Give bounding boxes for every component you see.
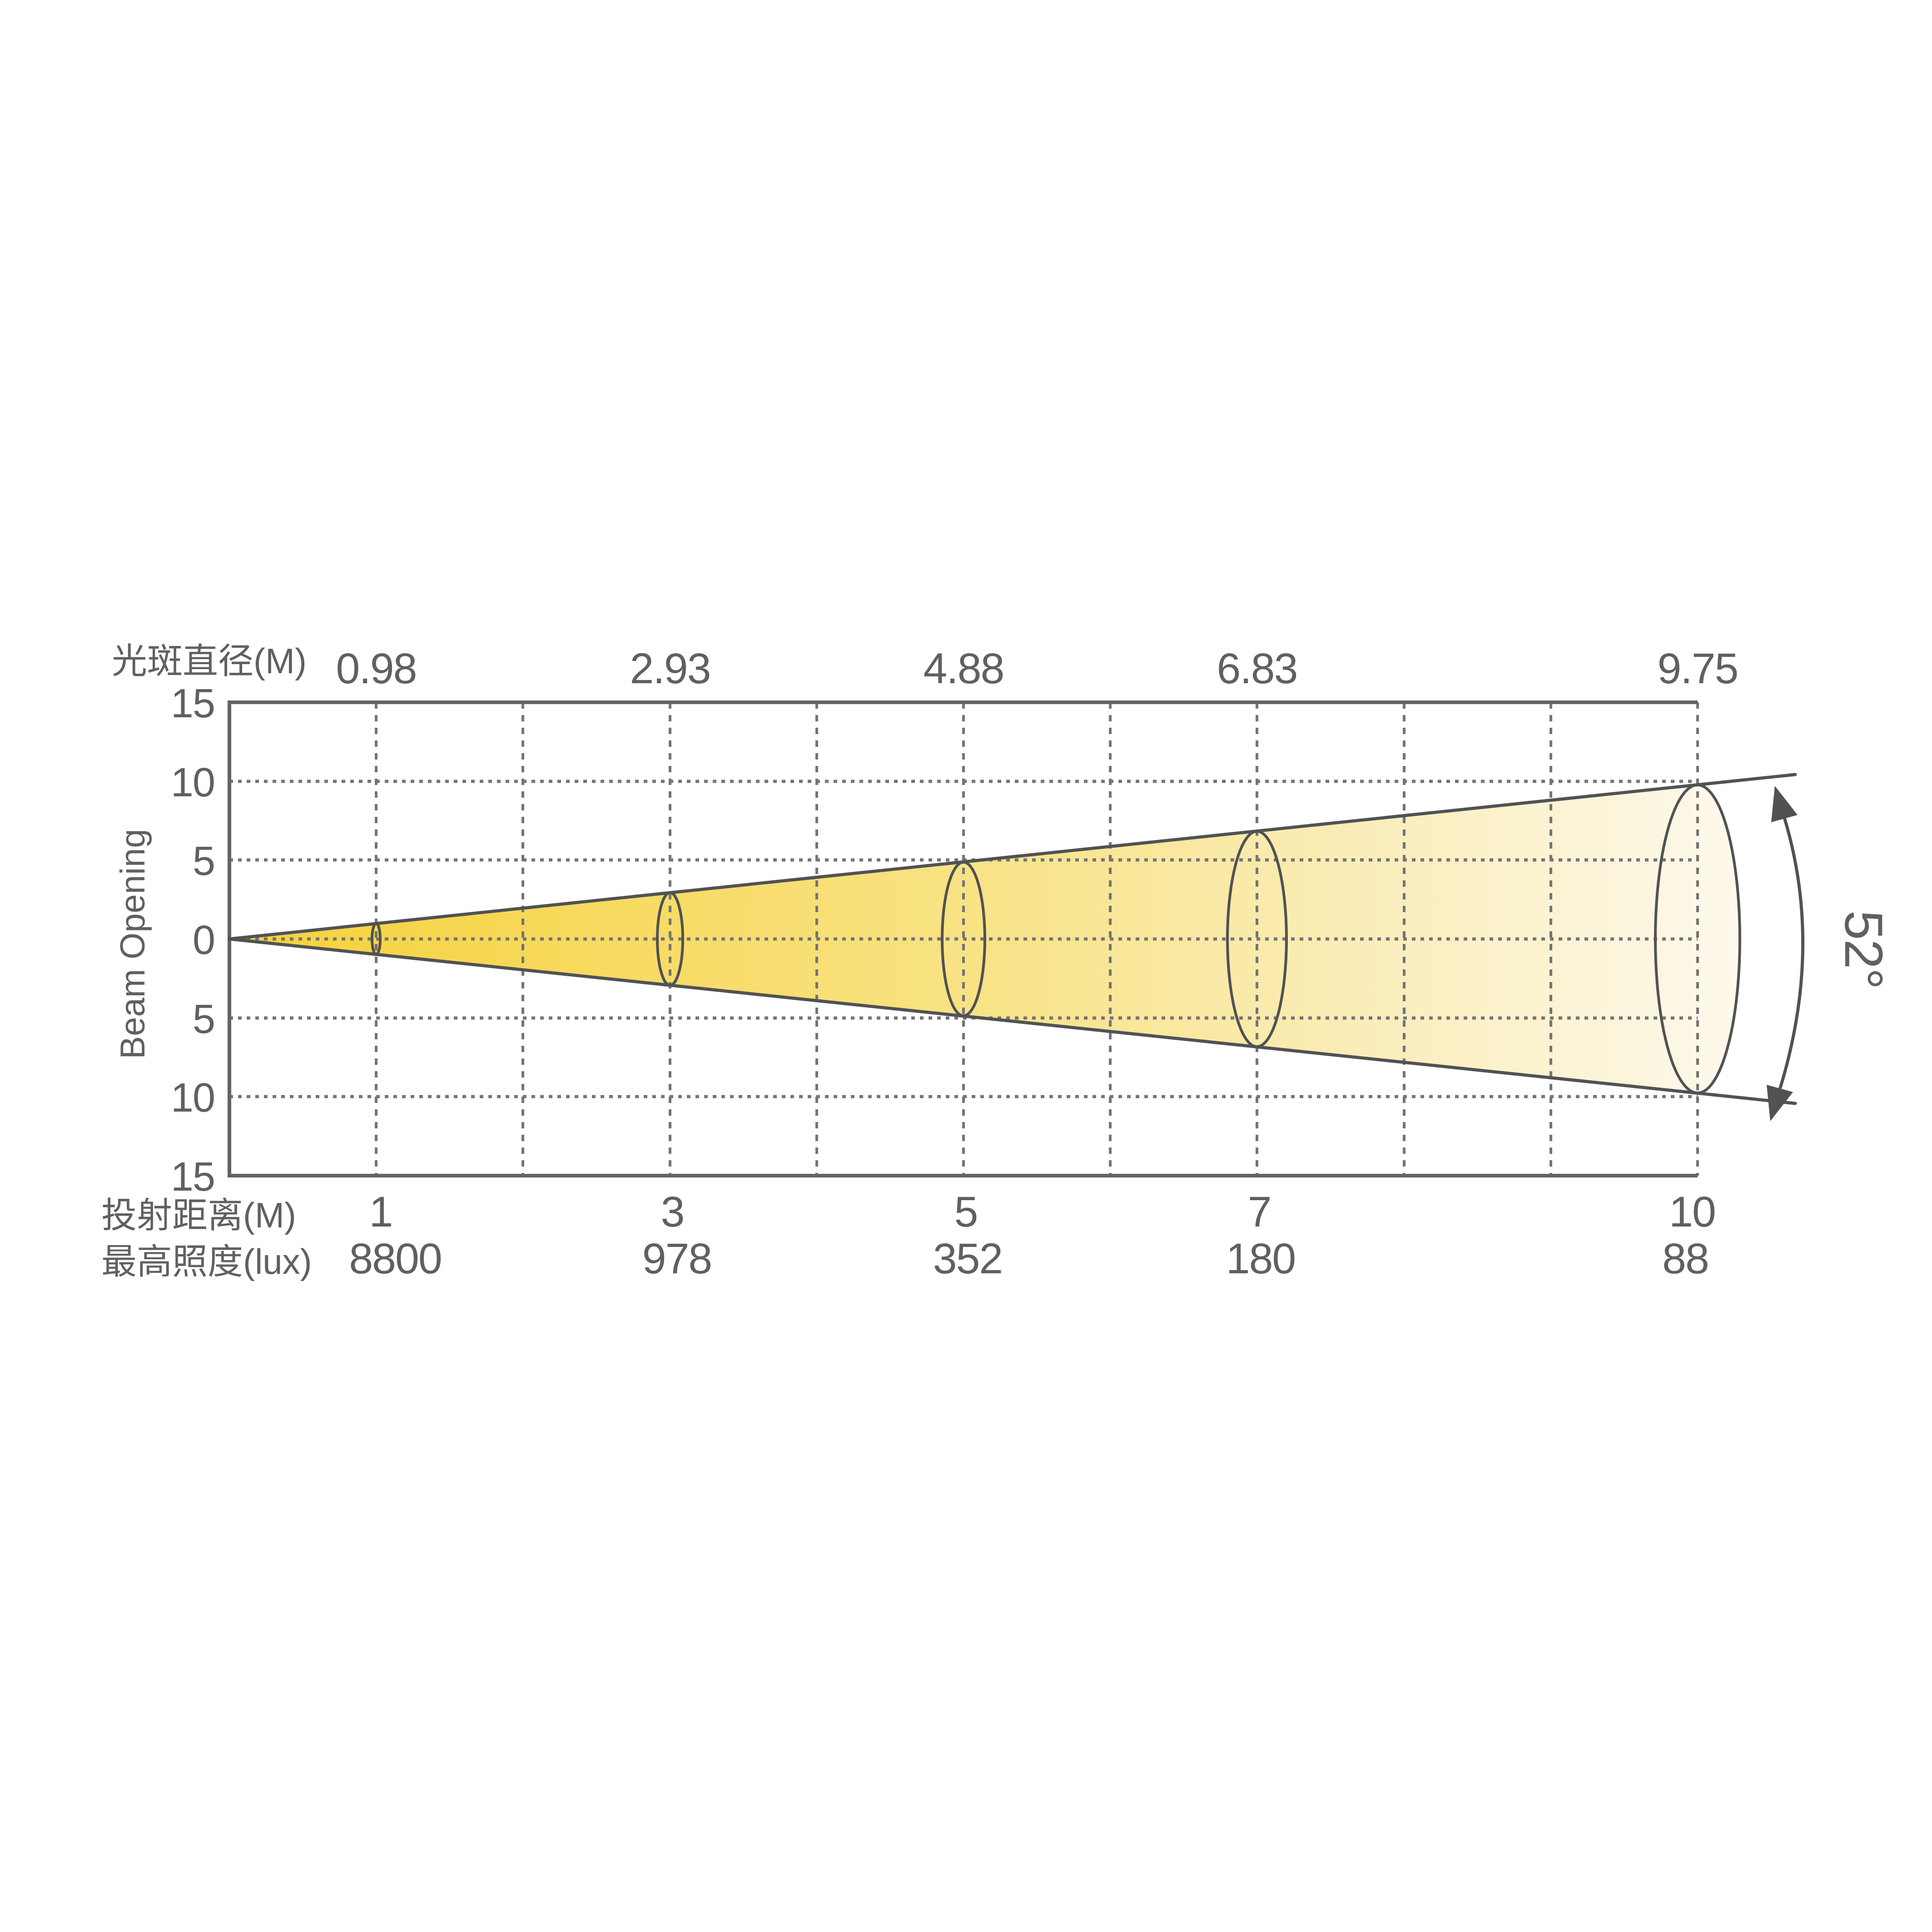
illuminance-row-label: 最高照度(lux) [101, 1242, 312, 1281]
spot-diameter-value-7m: 6.83 [1217, 645, 1297, 693]
y-tick-plus15: 15 [171, 681, 214, 726]
spot-diameter-axis-label: 光斑直径(M) [112, 641, 307, 681]
spot-diameter-value-3m: 2.93 [630, 645, 710, 693]
illuminance-value-10m: 88 [1662, 1235, 1709, 1283]
distance-value-3m: 3 [661, 1188, 684, 1236]
y-tick-zero: 0 [193, 918, 214, 963]
distance-value-5m: 5 [954, 1188, 978, 1236]
y-tick-minus15: 15 [171, 1154, 214, 1200]
spot-diameter-value-10m: 9.75 [1658, 645, 1738, 693]
angle-arrowhead-top [1771, 786, 1798, 822]
distance-value-7m: 7 [1248, 1188, 1271, 1236]
illuminance-value-5m: 352 [933, 1235, 1003, 1283]
spot-diameter-value-1m: 0.98 [336, 645, 417, 693]
distance-value-10m: 10 [1669, 1188, 1715, 1236]
beam-edge-bottom [228, 937, 1797, 1105]
distance-axis-label: 投射距离(M) [101, 1195, 296, 1235]
distance-value-1m: 1 [369, 1188, 392, 1236]
y-tick-minus10: 10 [171, 1075, 214, 1121]
top-axis: 光斑直径(M) 0.98 2.93 4.88 6.83 9.75 [112, 641, 1738, 693]
bottom-axis: 投射距离(M) 1 3 5 7 10 [101, 1188, 1716, 1236]
horizontal-gridlines [229, 780, 1698, 1098]
angle-arrowhead-bottom [1767, 1085, 1793, 1121]
angle-arc [1778, 817, 1805, 1090]
y-tick-plus10: 10 [171, 760, 214, 805]
spot-ellipse-10m [1654, 784, 1741, 1094]
spot-ellipse-7m [1226, 830, 1288, 1048]
illuminance-value-1m: 8800 [349, 1235, 441, 1283]
beam-angle-annotation: 52° [1767, 786, 1893, 1121]
y-tick-minus5: 5 [193, 997, 214, 1042]
y-axis-title: Beam Opening [114, 829, 152, 1059]
spot-ellipses [371, 784, 1741, 1094]
y-axis: Beam Opening 15 10 5 0 5 10 15 [114, 681, 215, 1200]
spot-diameter-value-5m: 4.88 [924, 645, 1004, 693]
spot-ellipse-1m [371, 922, 382, 956]
illuminance-value-3m: 978 [642, 1235, 712, 1283]
beam-angle-label: 52° [1833, 910, 1893, 988]
beam-edge-top [228, 773, 1797, 941]
spot-ellipse-5m [941, 861, 986, 1017]
illuminance-value-7m: 180 [1226, 1235, 1296, 1283]
y-tick-plus5: 5 [193, 839, 214, 884]
spot-ellipse-3m [656, 891, 684, 987]
illuminance-row: 最高照度(lux) 8800 978 352 180 88 [101, 1235, 1709, 1283]
beam-outline [228, 773, 1797, 1105]
